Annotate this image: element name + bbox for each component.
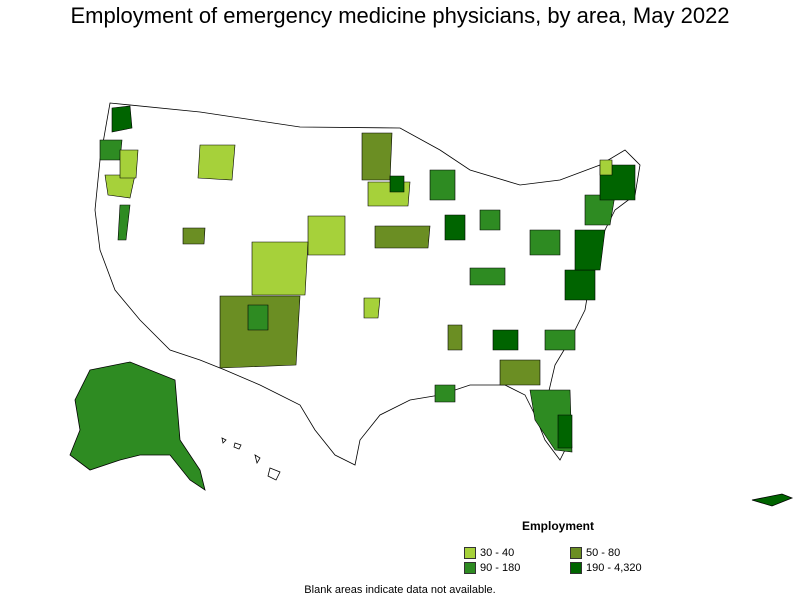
legend-label: 90 - 180 xyxy=(480,562,521,574)
legend-item-50-80: 50 - 80 xyxy=(570,547,620,559)
area-california-central xyxy=(117,204,131,241)
area-oregon-east xyxy=(104,174,136,199)
legend-swatch xyxy=(570,562,582,574)
area-montana xyxy=(197,144,236,181)
area-dakotas xyxy=(361,132,393,181)
area-chicago xyxy=(444,214,466,241)
area-mid-atlantic xyxy=(574,229,606,271)
map-title: Employment of emergency medicine physici… xyxy=(70,3,730,28)
puerto-rico-outline xyxy=(751,493,794,507)
area-wisconsin xyxy=(429,169,456,201)
legend-swatch xyxy=(464,562,476,574)
area-oklahoma xyxy=(363,297,381,319)
legend-label: 50 - 80 xyxy=(586,547,621,559)
legend-item-90-180: 90 - 180 xyxy=(464,562,520,574)
area-tennessee xyxy=(469,267,506,286)
area-new-mexico-center xyxy=(247,304,269,331)
area-colorado-north xyxy=(307,215,346,256)
area-mississippi xyxy=(447,324,463,351)
legend-label: 30 - 40 xyxy=(480,547,515,559)
area-vermont xyxy=(599,159,613,176)
area-atlanta xyxy=(492,329,519,351)
area-minneapolis xyxy=(389,175,405,193)
us-map xyxy=(69,102,794,507)
area-washington-west xyxy=(111,105,133,133)
area-virginia xyxy=(564,269,596,301)
area-georgia-south xyxy=(499,359,541,386)
area-carolinas xyxy=(544,329,576,351)
legend-swatch xyxy=(570,547,582,559)
legend-item-30-40: 30 - 40 xyxy=(464,547,514,559)
area-iowa xyxy=(374,225,431,249)
legend-swatch xyxy=(464,547,476,559)
hawaii-islands xyxy=(221,437,281,481)
area-idaho xyxy=(119,149,139,179)
area-florida-south xyxy=(557,414,573,449)
area-ohio xyxy=(529,229,561,256)
area-colorado-south xyxy=(251,241,309,296)
area-oregon-portland xyxy=(99,139,123,161)
area-michigan xyxy=(479,209,501,231)
footnote: Blank areas indicate data not available. xyxy=(304,584,496,596)
area-new-mexico xyxy=(219,295,301,369)
area-louisiana xyxy=(434,384,456,403)
legend-label: 190 - 4,320 xyxy=(586,562,642,574)
alaska-outline xyxy=(69,361,206,491)
area-utah xyxy=(182,227,206,245)
legend-item-190-4320: 190 - 4,320 xyxy=(570,562,642,574)
legend-title: Employment xyxy=(522,519,595,533)
